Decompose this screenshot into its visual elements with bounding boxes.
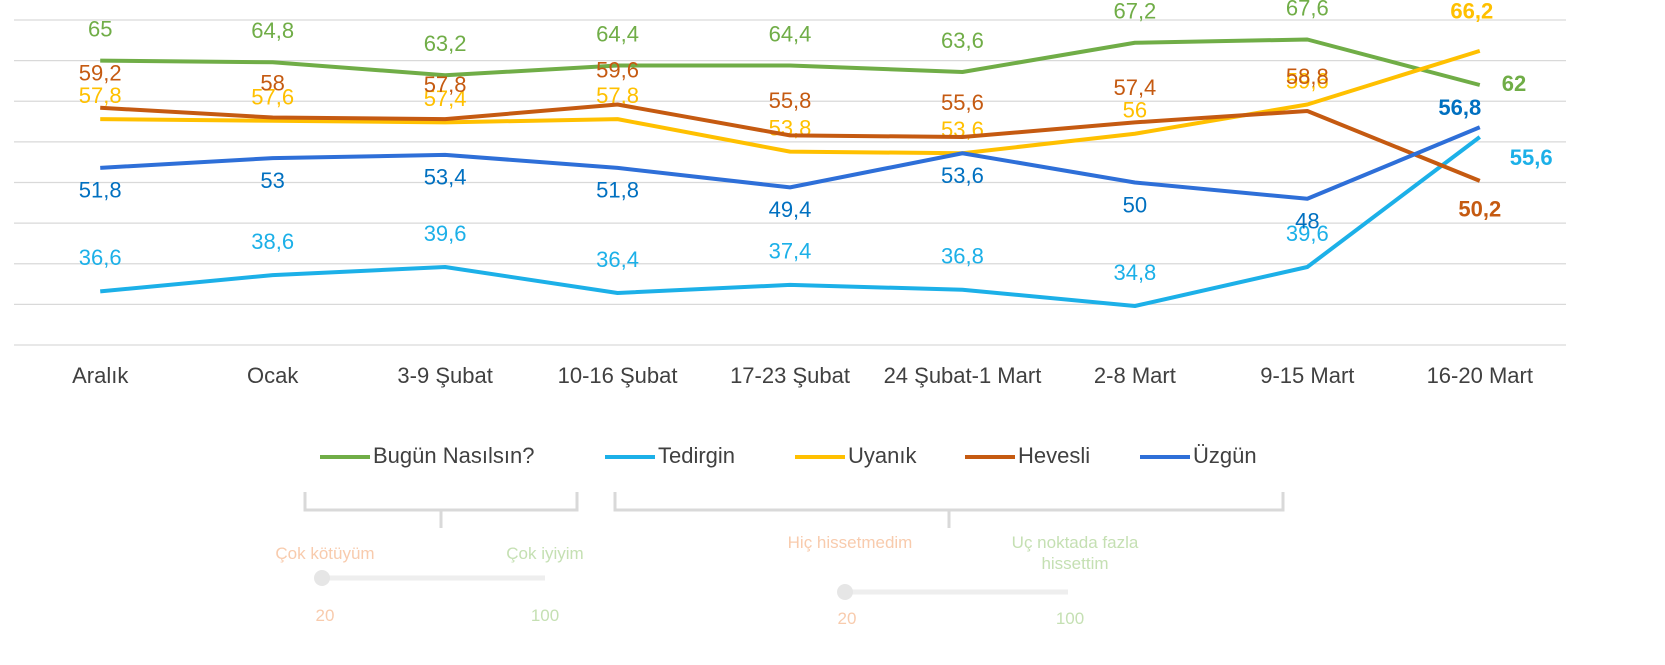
data-label: 53 xyxy=(260,168,284,193)
data-label: 36,6 xyxy=(79,245,122,270)
legend-label: Tedirgin xyxy=(658,443,735,468)
data-label: 50,2 xyxy=(1458,197,1501,222)
scale-knob xyxy=(314,570,330,586)
data-label: 55,6 xyxy=(1510,145,1553,170)
data-label: 57,6 xyxy=(251,85,294,110)
data-label: 39,6 xyxy=(1286,221,1329,246)
data-label: 63,2 xyxy=(424,31,467,56)
data-label: 38,6 xyxy=(251,229,294,254)
data-label: 58,8 xyxy=(1286,64,1329,89)
bracket xyxy=(303,492,579,528)
data-label: 39,6 xyxy=(424,221,467,246)
data-label: 48 xyxy=(1295,209,1319,234)
scale-min: 20 xyxy=(837,609,857,628)
data-label: 57,8 xyxy=(79,83,122,108)
data-label: 57,4 xyxy=(1113,75,1156,100)
legend-label: Hevesli xyxy=(1018,443,1090,468)
data-label: 56,8 xyxy=(1438,95,1481,120)
x-tick-label: 16-20 Mart xyxy=(1426,363,1533,388)
data-label: 67,2 xyxy=(1113,0,1156,24)
data-label: 49,4 xyxy=(769,197,812,222)
data-label: 51,8 xyxy=(596,178,639,203)
data-label: 65 xyxy=(88,16,112,41)
data-label: 59,6 xyxy=(596,57,639,82)
data-label: 59,2 xyxy=(79,61,122,86)
data-label: 36,4 xyxy=(596,247,639,272)
x-tick-label: 2-8 Mart xyxy=(1093,363,1176,388)
legend-label: Bugün Nasılsın? xyxy=(373,443,534,468)
scale-high-label: Uç noktada fazla hissettim xyxy=(1011,533,1139,573)
legend-label: Üzgün xyxy=(1193,443,1257,468)
series-line xyxy=(100,102,1481,183)
data-label: 57,8 xyxy=(424,72,467,97)
legend-label: Uyanık xyxy=(848,443,917,468)
scale-max: 100 xyxy=(1055,609,1085,628)
data-label: 62 xyxy=(1502,71,1526,96)
data-label: 66,2 xyxy=(1450,0,1493,24)
series-line xyxy=(100,135,1481,308)
data-label: 64,4 xyxy=(596,21,639,46)
scale-low-label: Çok kötüyüm xyxy=(275,544,375,563)
data-label: 53,4 xyxy=(424,165,467,190)
x-tick-label: 3-9 Şubat xyxy=(397,363,493,388)
x-tick-label: 24 Şubat-1 Mart xyxy=(883,363,1042,388)
data-label: 50 xyxy=(1123,192,1147,217)
data-label: 51,8 xyxy=(79,178,122,203)
scale-knob xyxy=(837,584,853,600)
data-label: 34,8 xyxy=(1113,260,1156,285)
series-line xyxy=(100,37,1481,87)
data-label: 55,8 xyxy=(769,88,812,113)
bracket xyxy=(613,492,1285,528)
x-tick-label: 10-16 Şubat xyxy=(557,363,678,388)
data-label: 53,6 xyxy=(941,163,984,188)
data-label: 37,4 xyxy=(769,239,812,264)
data-label: 57,4 xyxy=(424,86,467,111)
scale-low-label: Hiç hissetmedim xyxy=(787,533,913,552)
x-tick-label: Aralık xyxy=(72,363,129,388)
data-label: 67,6 xyxy=(1286,0,1329,20)
data-label: 55,6 xyxy=(941,90,984,115)
data-label: 64,8 xyxy=(251,18,294,43)
x-tick-label: 17-23 Şubat xyxy=(730,363,850,388)
data-label: 63,6 xyxy=(941,28,984,53)
x-tick-label: Ocak xyxy=(246,363,299,388)
data-label: 36,8 xyxy=(941,244,984,269)
data-label: 59,6 xyxy=(1286,68,1329,93)
data-label: 58 xyxy=(260,70,284,95)
scale-max: 100 xyxy=(530,606,560,625)
data-label: 56 xyxy=(1123,98,1147,123)
scale-min: 20 xyxy=(315,606,335,625)
series-line xyxy=(100,125,1481,201)
data-label: 64,4 xyxy=(769,21,812,46)
x-tick-label: 9-15 Mart xyxy=(1260,363,1355,388)
scale-high-label: Çok iyiyim xyxy=(506,544,584,563)
